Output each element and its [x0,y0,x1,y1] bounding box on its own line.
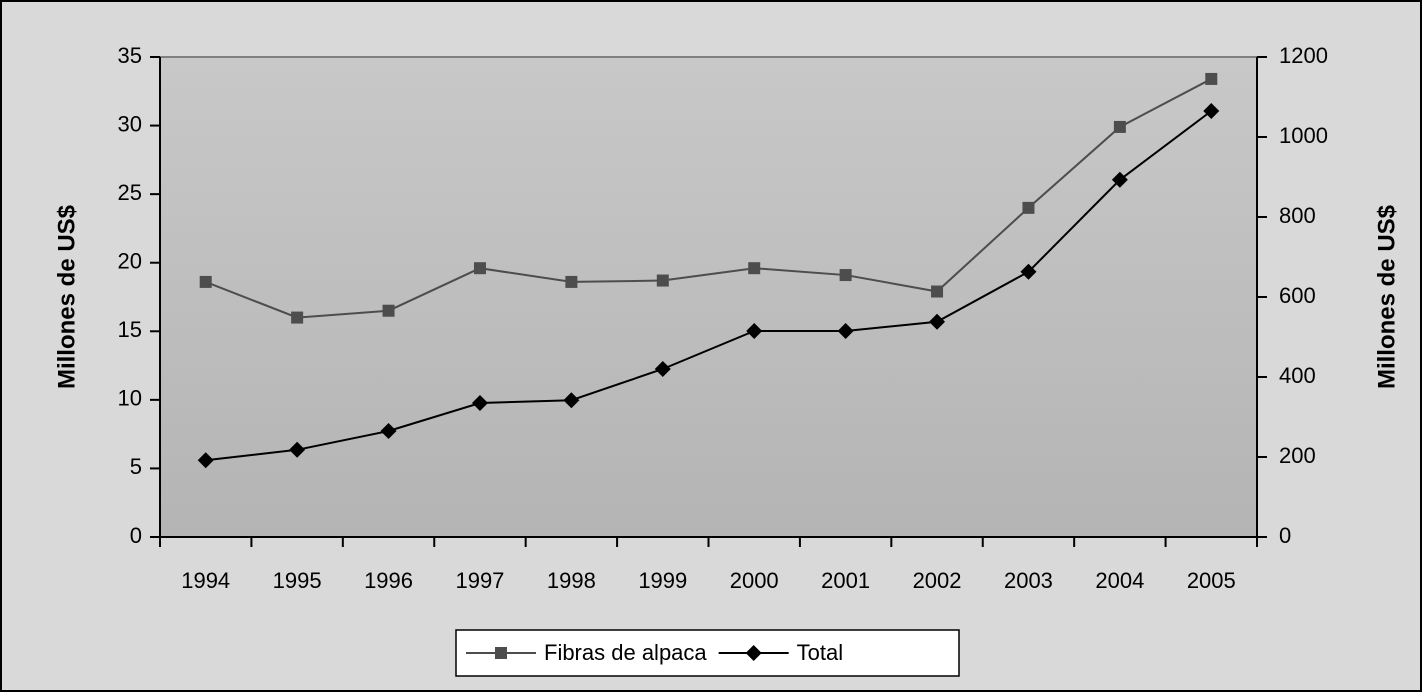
y-tick-label: 35 [118,43,142,68]
legend-label: Fibras de alpaca [544,640,707,665]
x-tick-label: 2000 [730,568,779,593]
data-point [291,311,304,324]
x-tick-label: 2004 [1095,568,1144,593]
x-tick-label: 2001 [821,568,870,593]
legend-marker [495,647,507,659]
data-point [656,274,669,287]
x-tick-label: 2003 [1004,568,1053,593]
series-line [205,110,1212,462]
x-tick-label: 2005 [1187,568,1236,593]
y-tick-label: 25 [118,180,142,205]
data-point [382,304,395,317]
data-point [1111,171,1128,188]
y2-tick-label: 200 [1279,443,1316,468]
y2-axis-label: Millones de US$ [1373,204,1400,389]
y2-tick-label: 1200 [1279,43,1328,68]
legend-box [455,629,960,677]
data-point [1113,120,1126,133]
x-tick-label: 1998 [547,568,596,593]
data-point [199,275,212,288]
data-point [380,423,397,439]
y2-tick-label: 600 [1279,283,1316,308]
data-point [654,361,671,377]
data-point [563,392,580,409]
data-point [839,269,852,282]
legend-label: Total [797,640,843,665]
data-point [931,285,944,298]
data-point [289,441,306,458]
plot-area [160,57,1257,537]
data-point [837,323,854,339]
y2-tick-label: 0 [1279,523,1291,548]
y-tick-label: 0 [130,523,142,548]
y-tick-label: 10 [118,386,142,411]
data-point [1205,72,1218,85]
data-point [1022,201,1035,214]
data-point [471,395,488,411]
data-point [1020,263,1037,280]
y2-tick-label: 1000 [1279,123,1328,148]
x-tick-label: 1997 [455,568,504,593]
data-point [929,313,946,330]
data-point [197,452,214,469]
x-tick-label: 1995 [273,568,322,593]
data-point [1203,103,1220,119]
x-tick-label: 1994 [181,568,230,593]
y-axis-label: Millones de US$ [53,204,80,389]
x-tick-label: 1999 [638,568,687,593]
data-point [748,262,761,275]
y2-tick-label: 400 [1279,363,1316,388]
data-point [473,262,486,275]
series-line [205,78,1212,319]
y-tick-label: 15 [118,317,142,342]
y-tick-label: 5 [130,454,142,479]
y2-tick-label: 800 [1279,203,1316,228]
data-point [565,275,578,288]
legend-marker [745,645,762,661]
x-tick-label: 1996 [364,568,413,593]
y-tick-label: 30 [118,111,142,136]
data-point [746,323,763,339]
x-tick-label: 2002 [913,568,962,593]
y-tick-label: 20 [118,249,142,274]
